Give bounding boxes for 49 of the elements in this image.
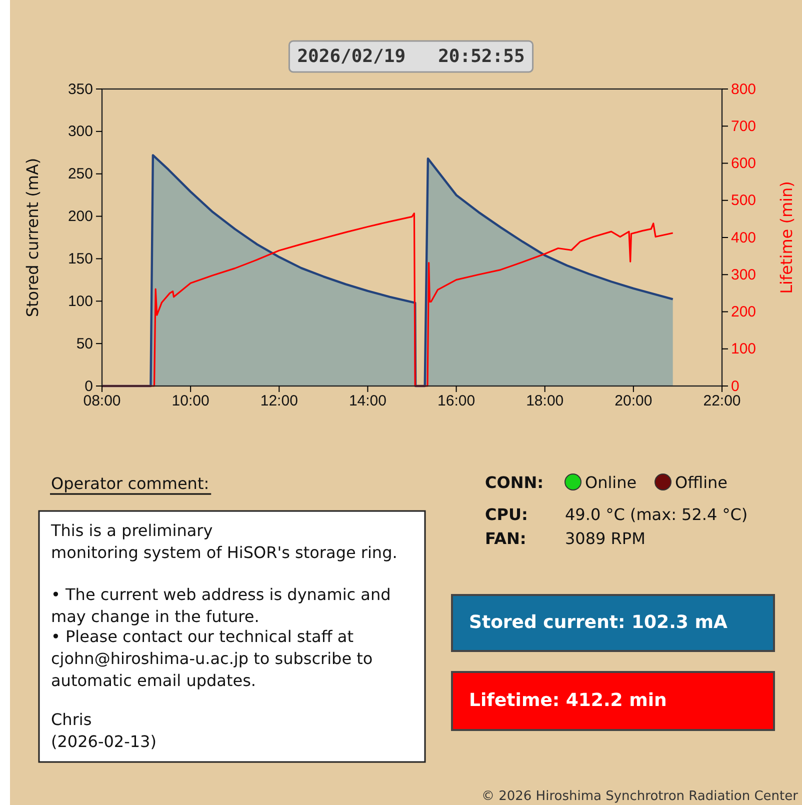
y-tick-label: 250 <box>68 166 93 183</box>
text: cjohn@hiroshima-u.ac.jp to subscribe to <box>51 649 373 668</box>
y2-tick-label: 0 <box>731 378 740 395</box>
text: 3089 RPM <box>565 529 646 548</box>
y-axis-title: Stored current (mA) <box>23 158 42 318</box>
y2-tick-label: 200 <box>731 304 756 321</box>
chart-title: 2026/02/19 20:52:55 <box>297 46 525 67</box>
y-tick-label: 300 <box>68 123 93 140</box>
text: • The current web address is dynamic and <box>51 585 391 604</box>
x-tick-label: 22:00 <box>703 392 741 410</box>
text: automatic email updates. <box>51 671 256 690</box>
y2-tick-label: 600 <box>731 155 756 172</box>
y2-tick-label: 500 <box>731 192 756 210</box>
text: (2026-02-13) <box>51 732 156 751</box>
x-tick-label: 18:00 <box>526 392 564 410</box>
text: CPU: <box>485 505 528 524</box>
y2-axis-title: Lifetime (min) <box>777 181 796 294</box>
x-tick-label: 08:00 <box>83 392 121 410</box>
y2-tick-label: 300 <box>731 266 756 284</box>
y-tick-label: 50 <box>76 335 93 352</box>
text: Stored current: 102.3 mA <box>469 612 728 633</box>
text: may change in the future. <box>51 607 260 626</box>
text: Offline <box>675 473 728 492</box>
y2-tick-label: 100 <box>731 340 756 358</box>
text: Operator comment: <box>51 474 210 493</box>
y2-tick-label: 400 <box>731 229 756 246</box>
text: © 2026 Hiroshima Synchrotron Radiation Center <box>481 789 799 804</box>
text: 49.0 °C (max: 52.4 °C) <box>565 505 748 524</box>
y-tick-label: 150 <box>68 250 93 268</box>
text: monitoring system of HiSOR's storage ring. <box>51 543 398 562</box>
text: This is a preliminary <box>50 521 213 540</box>
y-tick-label: 100 <box>68 292 93 310</box>
y-tick-label: 0 <box>84 378 93 395</box>
text: CONN: <box>485 473 544 492</box>
text: FAN: <box>485 529 526 548</box>
y2-tick-label: 700 <box>731 118 756 135</box>
x-tick-label: 16:00 <box>438 392 476 410</box>
x-tick-label: 12:00 <box>260 392 298 410</box>
y2-tick-label: 800 <box>731 80 756 98</box>
y-tick-label: 200 <box>68 208 93 226</box>
x-tick-label: 14:00 <box>348 392 386 410</box>
y-tick-label: 350 <box>68 80 93 98</box>
text: Lifetime: 412.2 min <box>469 690 667 711</box>
x-tick-label: 10:00 <box>172 392 210 410</box>
x-tick-label: 20:00 <box>614 392 652 410</box>
line-series <box>101 212 674 387</box>
text: Chris <box>51 710 92 729</box>
text: Online <box>585 473 637 492</box>
text: • Please contact our technical staff at <box>51 627 354 646</box>
